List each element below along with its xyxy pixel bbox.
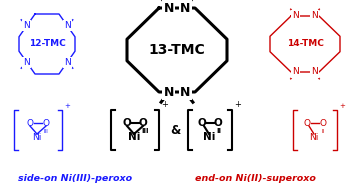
Text: Ni: Ni: [203, 132, 215, 142]
Text: N: N: [180, 2, 190, 15]
Text: 13-TMC: 13-TMC: [149, 43, 205, 57]
Text: Ni: Ni: [128, 132, 140, 142]
Text: O: O: [319, 119, 327, 128]
Text: &: &: [170, 123, 180, 136]
Text: N: N: [64, 21, 71, 30]
Text: III: III: [141, 128, 149, 134]
Text: end-on Ni(II)-superoxo: end-on Ni(II)-superoxo: [195, 174, 316, 183]
Text: O: O: [139, 118, 147, 128]
Text: N: N: [23, 58, 30, 67]
Text: II: II: [216, 128, 221, 134]
Text: O: O: [122, 118, 131, 128]
Text: O: O: [42, 119, 49, 128]
Text: 14-TMC: 14-TMC: [287, 40, 323, 49]
Text: N: N: [164, 85, 174, 98]
Text: N: N: [180, 85, 190, 98]
Text: +: +: [64, 103, 70, 109]
Text: O: O: [26, 119, 34, 128]
Text: 12-TMC: 12-TMC: [29, 40, 65, 49]
Text: N: N: [311, 12, 317, 20]
Text: O: O: [304, 119, 311, 128]
Text: II: II: [321, 129, 324, 134]
Text: N: N: [293, 12, 299, 20]
Text: Ni: Ni: [309, 132, 319, 142]
Text: +: +: [339, 103, 345, 109]
Text: N: N: [311, 67, 317, 77]
Text: N: N: [23, 21, 30, 30]
Text: N: N: [64, 58, 71, 67]
Text: Ni: Ni: [32, 132, 42, 142]
Text: O: O: [198, 118, 207, 128]
Text: N: N: [164, 2, 174, 15]
Text: III: III: [44, 129, 49, 134]
Text: side-on Ni(III)-peroxo: side-on Ni(III)-peroxo: [18, 174, 132, 183]
Text: O: O: [214, 118, 222, 128]
Text: +: +: [234, 100, 241, 109]
Text: N: N: [293, 67, 299, 77]
Text: +: +: [161, 100, 168, 109]
